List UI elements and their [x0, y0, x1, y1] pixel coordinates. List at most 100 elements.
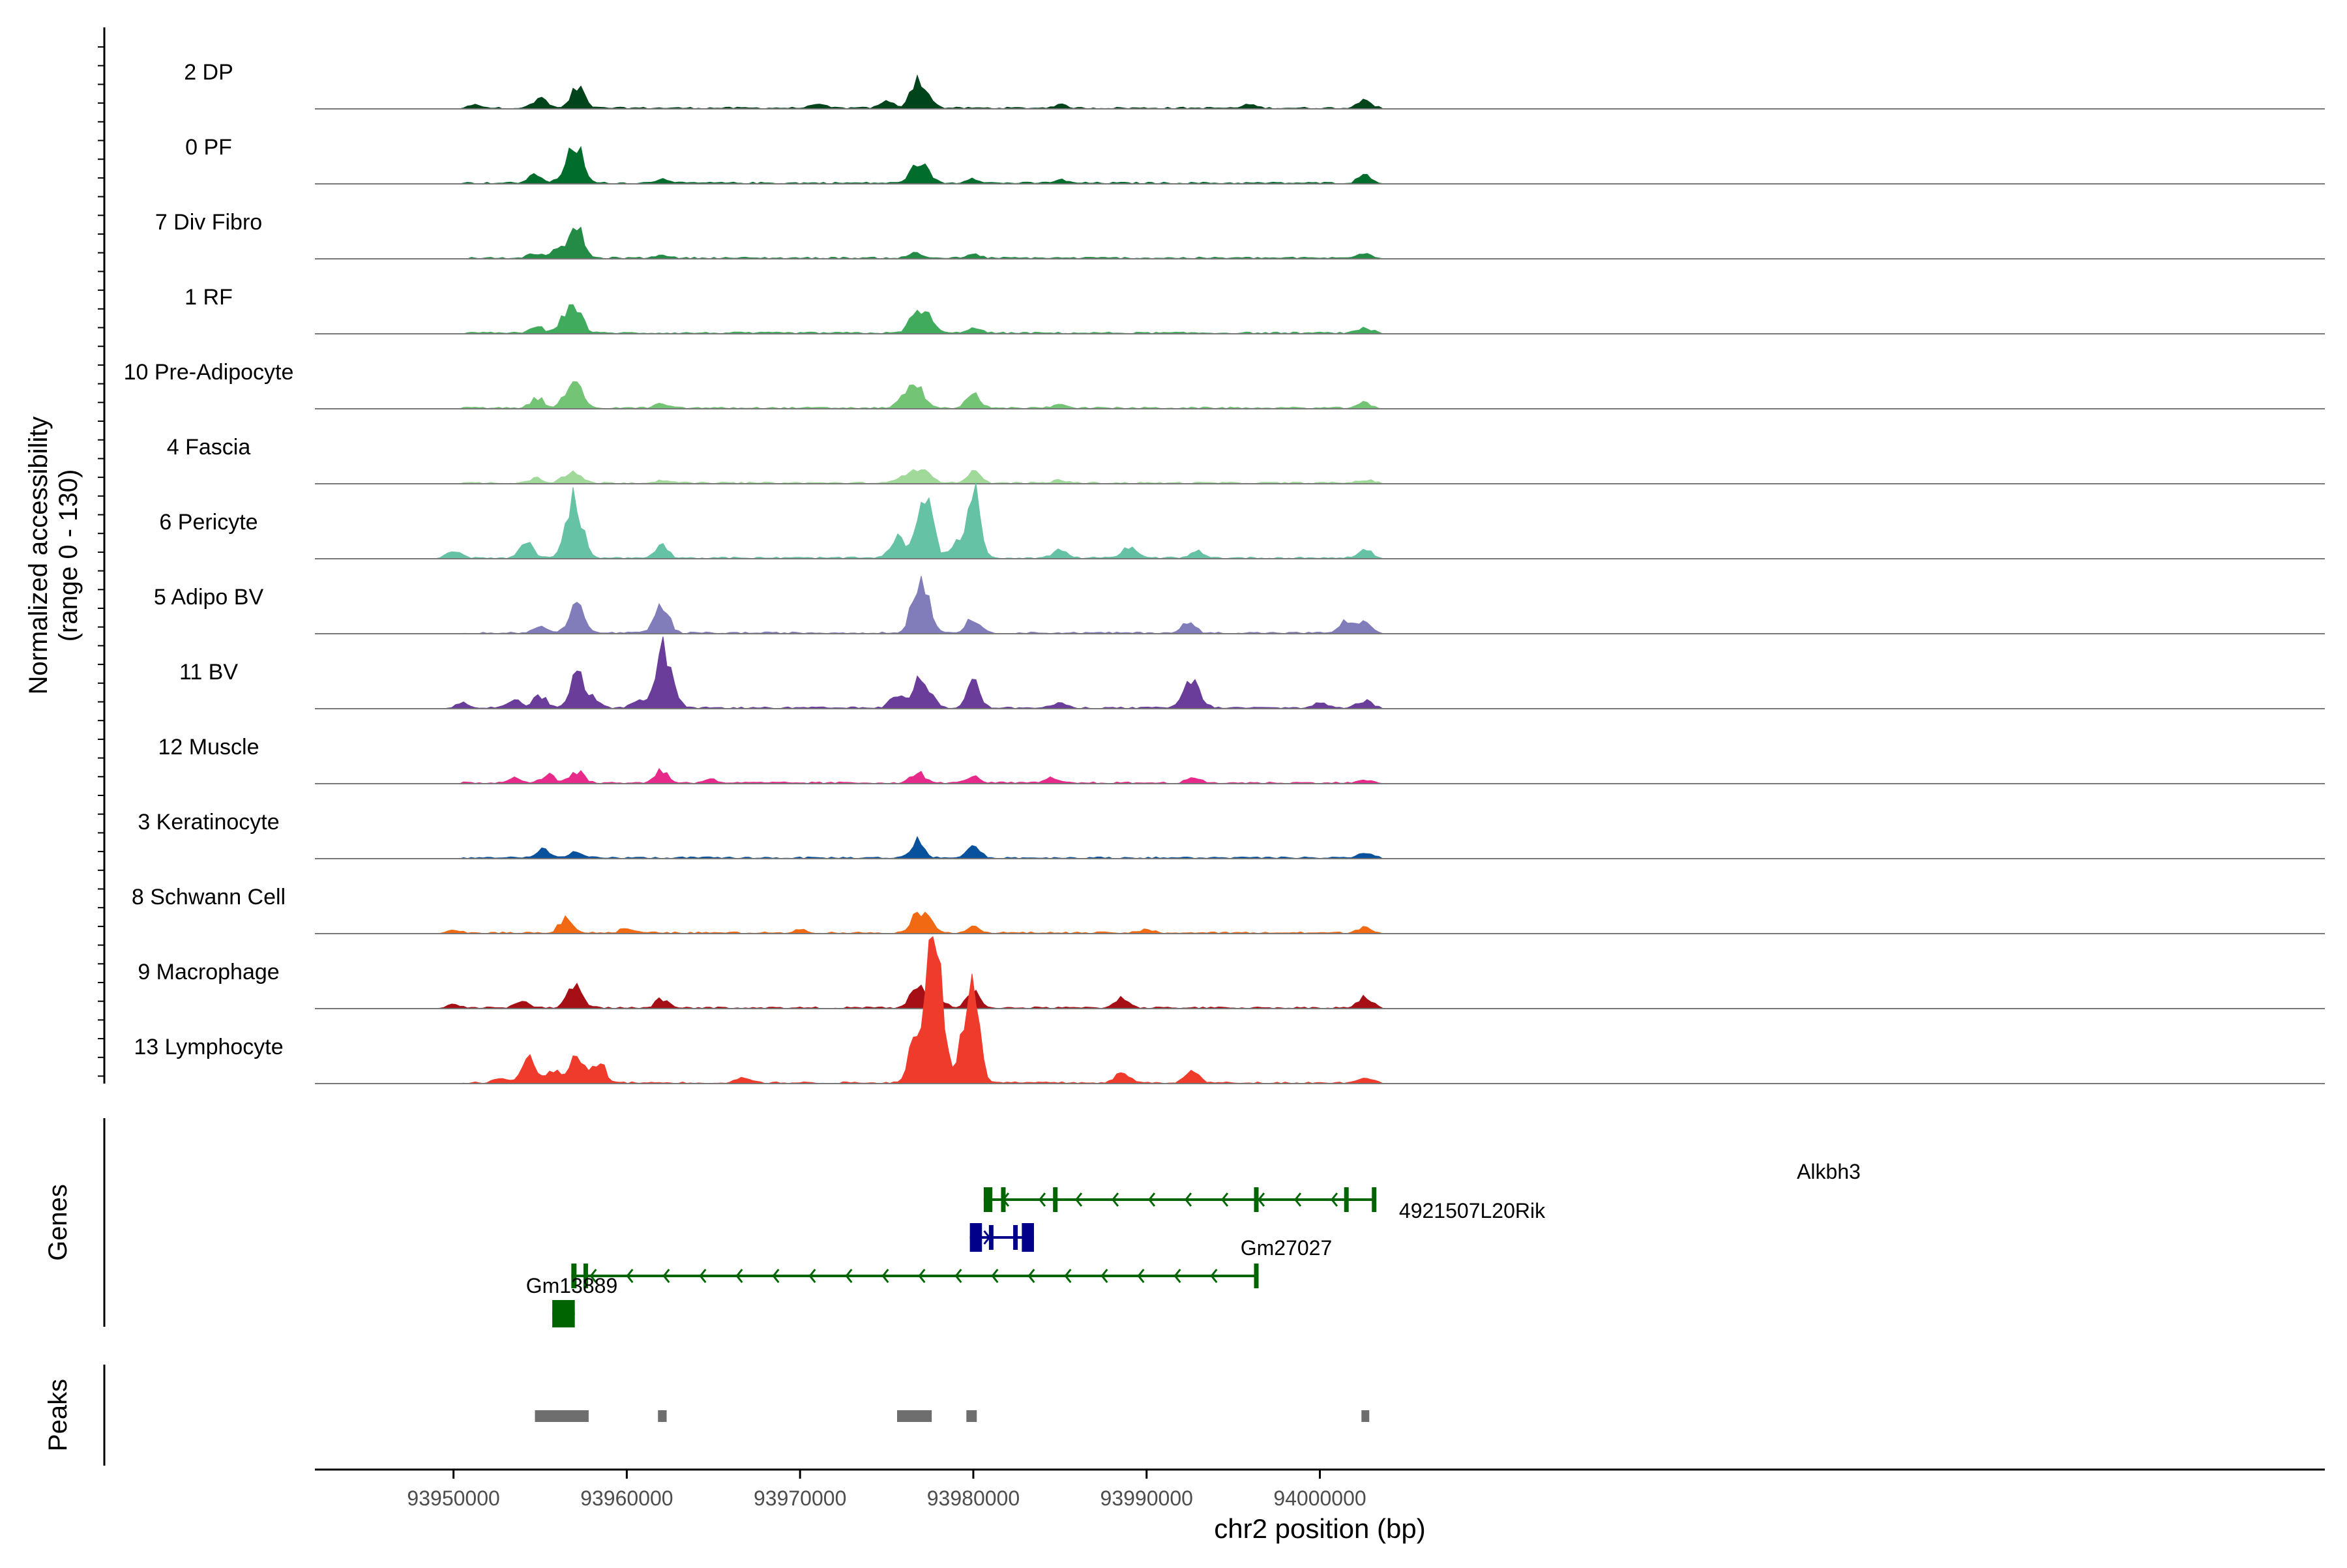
- strand-arrow: [954, 1269, 962, 1283]
- gene-label: Gm13889: [526, 1274, 618, 1297]
- gene-exon: [969, 1223, 982, 1252]
- coverage-track: 3 Keratinocyte: [138, 810, 2325, 859]
- strand-arrow: [1074, 1192, 1083, 1207]
- gene-label: Gm27027: [1241, 1236, 1333, 1260]
- gene-exon: [1053, 1187, 1058, 1212]
- strand-arrow: [991, 1269, 999, 1283]
- gene-label: Alkbh3: [1797, 1160, 1861, 1183]
- peaks-y-axis-label: Peaks: [44, 1379, 72, 1451]
- gene-model: Gm13889: [526, 1274, 618, 1327]
- strand-arrow: [1027, 1269, 1035, 1283]
- gene-exon: [1254, 1264, 1259, 1288]
- gene-model: Alkbh3: [983, 1160, 1861, 1212]
- coverage-tracks: 2 DP 0 PF 7 Div Fibro 1 RF 10 Pre-Adipocyte 4…: [124, 60, 2325, 1084]
- strand-arrow: [1257, 1192, 1265, 1207]
- track-label: 10 Pre-Adipocyte: [124, 360, 294, 385]
- strand-arrow: [1220, 1192, 1229, 1207]
- coverage-track: 10 Pre-Adipocyte: [124, 360, 2325, 409]
- coverage-area: [315, 836, 2325, 859]
- peak-region: [897, 1410, 932, 1422]
- x-tick-label: 93990000: [1100, 1487, 1193, 1510]
- track-label: 11 BV: [179, 660, 238, 685]
- track-label: 7 Div Fibro: [155, 210, 262, 235]
- gene-exon: [1013, 1225, 1018, 1250]
- gene-model: Gm27027: [571, 1236, 1332, 1288]
- coverage-area: [315, 936, 2325, 1084]
- strand-arrow: [699, 1269, 707, 1283]
- strand-arrow: [1147, 1192, 1156, 1207]
- x-axis-label: chr2 position (bp): [1214, 1513, 1426, 1544]
- strand-arrow: [1064, 1269, 1072, 1283]
- coverage-area: [315, 767, 2325, 784]
- coverage-track: 1 RF: [185, 285, 2325, 334]
- peak-region: [535, 1410, 589, 1422]
- gene-exon: [1372, 1187, 1377, 1212]
- peaks-track: Peaks: [44, 1365, 1370, 1466]
- coverage-y-axis-label-line: Normalized accessibility: [24, 417, 53, 695]
- strand-arrow: [589, 1269, 597, 1283]
- track-label: 1 RF: [185, 285, 233, 310]
- coverage-area: [315, 145, 2325, 185]
- gene-annotation-track: Genes Alkbh3 4921507L20Rik Gm27027 Gm13889: [44, 1118, 1861, 1327]
- gene-exon: [571, 1264, 577, 1288]
- gene-label: 4921507L20Rik: [1399, 1199, 1546, 1222]
- coverage-area: [315, 576, 2325, 634]
- coverage-track: 6 Pericyte: [159, 482, 2325, 559]
- coverage-y-axis-label: Normalized accessibility(range 0 - 130): [24, 417, 83, 695]
- gene-exon: [1254, 1187, 1259, 1212]
- x-tick-label: 94000000: [1273, 1487, 1366, 1510]
- strand-arrow: [918, 1269, 926, 1283]
- coverage-track: 4 Fascia: [167, 435, 2325, 484]
- coverage-track: 9 Macrophage: [138, 960, 2325, 1009]
- coverage-track: 13 Lymphocyte: [134, 936, 2325, 1084]
- strand-arrow: [1293, 1192, 1302, 1207]
- coverage-area: [315, 304, 2325, 334]
- coverage-track: 5 Adipo BV: [154, 576, 2325, 634]
- genes-y-axis-label: Genes: [44, 1184, 72, 1261]
- track-label: 13 Lymphocyte: [134, 1035, 283, 1059]
- coverage-area: [315, 983, 2325, 1009]
- coverage-track: 2 DP: [184, 60, 2325, 110]
- gene-exon: [983, 1187, 993, 1212]
- strand-arrow: [1174, 1269, 1181, 1283]
- peak-region: [966, 1410, 977, 1422]
- strand-arrow: [1111, 1192, 1119, 1207]
- x-tick-label: 93960000: [580, 1487, 673, 1510]
- peak-region: [1361, 1410, 1370, 1422]
- coverage-area: [315, 482, 2325, 559]
- x-tick-label: 93970000: [754, 1487, 846, 1510]
- coverage-area: [315, 226, 2325, 259]
- gene-exon: [552, 1300, 575, 1327]
- track-label: 6 Pericyte: [159, 510, 258, 535]
- strand-arrow: [735, 1269, 743, 1283]
- gene-model: 4921507L20Rik: [969, 1199, 1546, 1252]
- strand-arrow: [1137, 1269, 1145, 1283]
- coverage-track: 12 Muscle: [158, 735, 2325, 784]
- track-label: 8 Schwann Cell: [132, 885, 286, 910]
- coverage-area: [315, 469, 2325, 484]
- gene-exon: [988, 1225, 994, 1250]
- gene-exon: [1001, 1187, 1006, 1212]
- strand-arrow: [772, 1269, 780, 1283]
- track-label: 12 Muscle: [158, 735, 259, 760]
- gene-exon: [583, 1264, 588, 1288]
- strand-arrow: [626, 1269, 634, 1283]
- coverage-track: 0 PF: [185, 135, 2325, 185]
- track-label: 0 PF: [185, 135, 232, 160]
- coverage-area: [315, 636, 2325, 709]
- strand-arrow: [1210, 1269, 1218, 1283]
- x-tick-label: 93980000: [927, 1487, 1020, 1510]
- track-label: 3 Keratinocyte: [138, 810, 279, 835]
- strand-arrow: [1038, 1192, 1046, 1207]
- peak-region: [658, 1410, 667, 1422]
- strand-arrow: [808, 1269, 816, 1283]
- strand-arrow: [662, 1269, 670, 1283]
- coverage-y-axis-label-line: (range 0 - 130): [54, 469, 83, 642]
- strand-arrow: [845, 1269, 853, 1283]
- track-label: 4 Fascia: [167, 435, 251, 460]
- x-tick-label: 93950000: [407, 1487, 499, 1510]
- gene-exon: [1344, 1187, 1349, 1212]
- axes: Normalized accessibility(range 0 - 130) 9…: [24, 27, 2325, 1544]
